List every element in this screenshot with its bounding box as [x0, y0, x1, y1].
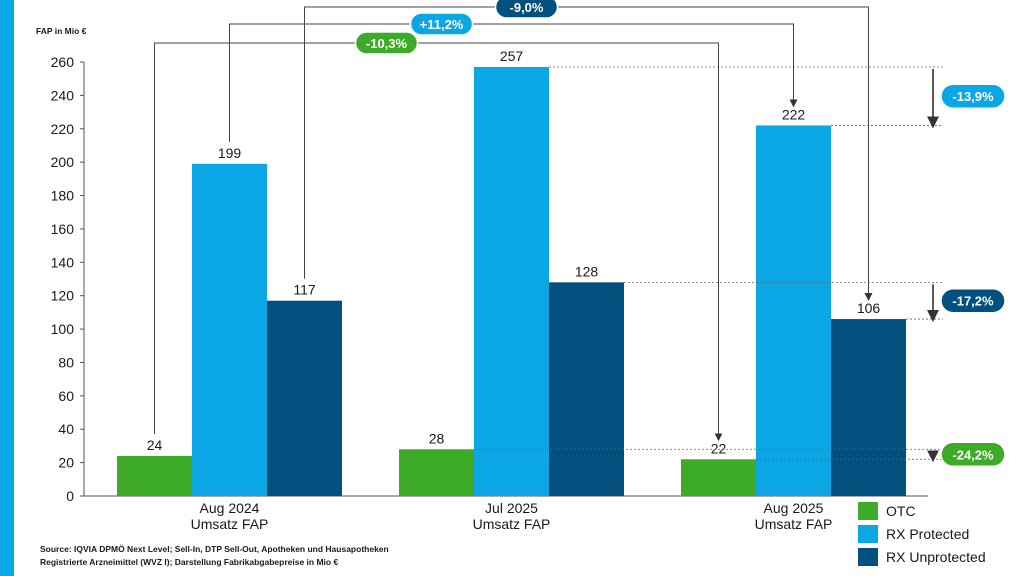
legend-label-otc: OTC: [886, 502, 916, 519]
bar-rx_unprotected: [831, 319, 906, 496]
source-note: Source: IQVIA DPMÖ Next Level; Sell-In, …: [40, 543, 389, 569]
y-tick-label: 0: [66, 488, 74, 504]
legend-swatch-otc: [858, 501, 878, 520]
bar-value-label: 257: [500, 48, 524, 64]
x-category-label: Aug 2024: [200, 500, 260, 516]
y-tick-label: 220: [51, 121, 75, 137]
bar-rx_unprotected: [549, 282, 624, 496]
bar-value-label: 128: [575, 263, 599, 279]
legend: OTC RX Protected RX Unprotected: [858, 499, 1024, 568]
yoy-badge-label: -10,3%: [366, 36, 408, 51]
yoy-badge-otc: [354, 31, 419, 55]
legend-label-rx-protected: RX Protected: [886, 525, 970, 542]
y-tick-label: 100: [51, 321, 75, 337]
source-line-2: Registrierte Arzneimittel (WVZ I); Darst…: [40, 557, 339, 567]
x-category-label: Umsatz FAP: [473, 516, 551, 532]
legend-swatch-rx-unprotected: [858, 547, 878, 566]
y-tick-label: 180: [51, 188, 75, 204]
mom-badge-label: -24,2%: [952, 447, 994, 462]
yoy-badge-rx_unprotected: [494, 0, 559, 19]
yoy-connector-rx_protected: [229, 23, 798, 142]
mom-badge-otc: [940, 441, 1006, 468]
mom-badge-rx_unprotected: [940, 287, 1006, 314]
bar-otc: [117, 455, 192, 496]
bar-rx_protected: [192, 163, 267, 497]
bar-otc: [681, 459, 756, 496]
x-category-label: Umsatz FAP: [191, 516, 269, 532]
legend-item-rx-protected: RX Protected: [858, 522, 1024, 545]
bar-rx_protected: [756, 125, 831, 496]
bar-value-label: 106: [857, 300, 881, 316]
legend-item-rx-unprotected: RX Unprotected: [858, 545, 1024, 568]
bar-value-label: 22: [711, 440, 727, 456]
mom-badge-label: -17,2%: [952, 294, 994, 309]
legend-item-otc: OTC: [858, 499, 1024, 522]
y-axis-unit-label: FAP in Mio €: [36, 26, 87, 36]
y-tick-label: 160: [51, 221, 75, 237]
y-tick-label: 240: [51, 87, 75, 103]
y-tick-label: 120: [51, 288, 75, 304]
x-category-label: Aug 2025: [764, 500, 824, 516]
mom-badge-label: -13,9%: [952, 89, 994, 104]
y-tick-label: 140: [51, 254, 75, 270]
y-tick-label: 200: [51, 154, 75, 170]
yoy-badge-label: -9,0%: [510, 0, 544, 15]
y-tick-label: 80: [58, 354, 74, 370]
y-tick-label: 40: [58, 421, 74, 437]
y-tick-label: 260: [51, 54, 75, 70]
y-tick-label: 60: [58, 388, 74, 404]
x-category-label: Jul 2025: [485, 500, 538, 516]
bar-value-label: 199: [218, 145, 242, 161]
bar-value-label: 28: [429, 430, 445, 446]
yoy-badge-label: +11,2%: [420, 17, 464, 32]
legend-swatch-rx-protected: [858, 524, 878, 543]
bar-rx_protected: [474, 67, 549, 496]
y-tick-label: 20: [58, 455, 74, 471]
yoy-connector-otc: [154, 42, 723, 442]
yoy-connector-rx_unprotected: [304, 6, 873, 302]
yoy-badge-rx_protected: [409, 12, 474, 36]
source-line-1: Source: IQVIA DPMÖ Next Level; Sell-In, …: [40, 544, 389, 554]
mom-badge-rx_protected: [940, 83, 1006, 109]
bar-value-label: 24: [147, 437, 163, 453]
bar-value-label: 117: [293, 282, 316, 298]
x-category-label: Umsatz FAP: [755, 516, 833, 532]
bar-rx_unprotected: [267, 300, 342, 496]
bar-value-label: 222: [782, 106, 806, 122]
left-accent-bar: [0, 0, 14, 576]
legend-label-rx-unprotected: RX Unprotected: [886, 548, 986, 565]
bar-otc: [399, 449, 474, 496]
